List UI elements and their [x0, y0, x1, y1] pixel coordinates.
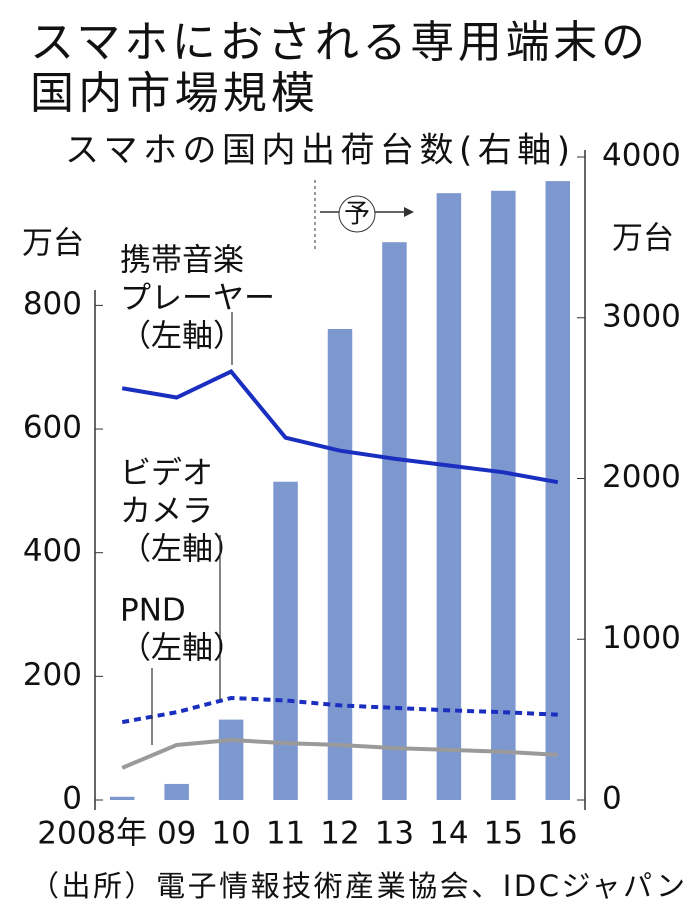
y-tick-label: 200 — [23, 657, 82, 693]
series-label: ビデオ — [120, 456, 213, 492]
forecast-circle — [338, 195, 376, 233]
y-tick-label: 400 — [23, 533, 82, 569]
chart-title: スマホにおされる専用端末の — [30, 17, 645, 68]
series-label: （左軸） — [120, 532, 244, 568]
series-label: （左軸） — [120, 319, 244, 355]
line — [121, 695, 558, 725]
bar — [164, 783, 189, 800]
series-label: プレーヤー — [120, 281, 275, 317]
x-tick-label: 15 — [484, 816, 523, 852]
series-label: カメラ — [120, 494, 213, 530]
bar — [545, 181, 571, 801]
chart-title: 国内市場規模 — [30, 68, 315, 119]
bar — [491, 190, 516, 800]
x-tick-label: 11 — [266, 816, 305, 852]
bar — [273, 481, 298, 800]
bar — [327, 329, 353, 800]
line — [121, 738, 558, 770]
y2-tick-label: 1000 — [602, 620, 681, 656]
bar — [109, 796, 135, 800]
y2-unit: 万台 — [612, 221, 674, 257]
x-tick-label: 16 — [538, 816, 577, 852]
y2-tick-label: 4000 — [602, 138, 681, 174]
chart-subtitle: スマホの国内出荷台数(右軸) — [65, 131, 570, 171]
y-tick-label: 0 — [62, 781, 82, 817]
x-tick-label: 14 — [429, 816, 468, 852]
series-label: （左軸） — [120, 631, 244, 667]
x-tick-label: 13 — [375, 816, 414, 852]
y-unit: 万台 — [22, 226, 84, 262]
y-tick-label: 600 — [23, 410, 82, 446]
series-label: 携帯音楽 — [120, 243, 244, 279]
series-label: PND — [120, 593, 186, 629]
bar — [436, 193, 462, 800]
x-tick-label: 10 — [211, 816, 250, 852]
source: （出所）電子情報技術産業協会、IDCジャパン — [30, 869, 685, 903]
y2-tick-label: 2000 — [602, 459, 681, 495]
bar — [382, 242, 407, 800]
x-tick-label: 09 — [157, 816, 196, 852]
y2-tick-label: 3000 — [602, 298, 681, 334]
y-tick-label: 800 — [23, 286, 82, 322]
bar — [218, 719, 244, 800]
forecast-arrowhead — [404, 207, 414, 217]
x-tick-label: 12 — [320, 816, 359, 852]
forecast-label: 予 — [344, 200, 370, 230]
line — [121, 369, 559, 485]
x-tick-label: 2008年 — [37, 816, 147, 852]
y2-tick-label: 0 — [602, 781, 622, 817]
